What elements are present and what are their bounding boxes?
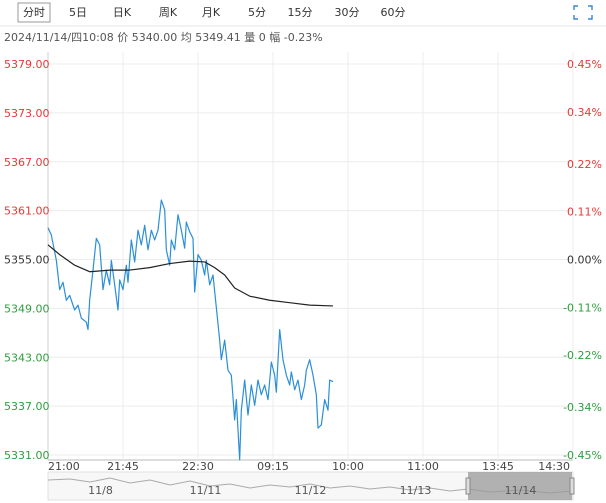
y2-tick-label: -0.11% bbox=[563, 301, 602, 314]
y-tick-label: 5361.00 bbox=[4, 205, 50, 218]
x-tick-label: 11:00 bbox=[407, 460, 439, 473]
labels: 5379.00 5373.00 5367.00 5361.00 5355.00 5349.… bbox=[4, 58, 602, 473]
navigator-date: 11/14 bbox=[505, 484, 537, 497]
y-tick-label: 5331.00 bbox=[4, 449, 50, 462]
x-tick-label: 21:45 bbox=[107, 460, 139, 473]
tab[interactable]: 分时 bbox=[23, 6, 45, 19]
navigator-handle[interactable] bbox=[465, 477, 471, 495]
y2-tick-label: -0.45% bbox=[563, 449, 602, 462]
y-tick-label: 5367.00 bbox=[4, 156, 50, 169]
y-tick-label: 5343.00 bbox=[4, 351, 50, 364]
navigator-date: 11/8 bbox=[88, 484, 113, 497]
y-tick-label: 5337.00 bbox=[4, 400, 50, 413]
y2-tick-label: -0.22% bbox=[563, 349, 602, 362]
y2-tick-label: 0.34% bbox=[567, 106, 602, 119]
x-tick-label: 09:15 bbox=[257, 460, 289, 473]
navigator-labels: 11/8 11/11 11/12 11/13 11/14 bbox=[88, 484, 536, 497]
y-tick-label: 5355.00 bbox=[4, 254, 50, 267]
navigator-handle[interactable] bbox=[569, 477, 575, 495]
y-tick-label: 5373.00 bbox=[4, 107, 50, 120]
lines bbox=[47, 199, 334, 461]
tab-bar: 分时 5日 日K 周K 月K 5分 15分 30分 60分 bbox=[17, 2, 406, 23]
x-tick-label: 21:00 bbox=[48, 460, 80, 473]
x-tick-label: 14:30 bbox=[538, 460, 570, 473]
tab[interactable]: 5日 bbox=[69, 6, 87, 19]
x-tick-label: 13:45 bbox=[482, 460, 514, 473]
series-line bbox=[47, 199, 334, 461]
navigator-sparkline bbox=[47, 477, 573, 494]
y2-tick-label: 0.11% bbox=[567, 206, 602, 219]
y2-tick-label: 0.22% bbox=[567, 158, 602, 171]
tab[interactable]: 月K bbox=[202, 6, 221, 19]
y2-tick-label: 0.00% bbox=[567, 254, 602, 267]
x-tick-label: 22:30 bbox=[182, 460, 214, 473]
tab[interactable]: 日K bbox=[113, 6, 132, 19]
y2-tick-label: 0.45% bbox=[567, 58, 602, 71]
tab[interactable]: 5分 bbox=[248, 6, 266, 19]
y-tick-label: 5379.00 bbox=[4, 58, 50, 71]
navigator-selection[interactable] bbox=[468, 472, 572, 500]
navigator-date: 11/13 bbox=[400, 484, 432, 497]
info-line: 2024/11/14/四10:08 价 5340.00 均 5349.41 量 … bbox=[4, 31, 323, 44]
tab[interactable]: 周K bbox=[159, 6, 178, 19]
navigator-date: 11/12 bbox=[295, 484, 327, 497]
grid bbox=[48, 52, 574, 460]
y2-tick-label: -0.34% bbox=[563, 401, 602, 414]
y-tick-label: 5349.00 bbox=[4, 302, 50, 315]
x-tick-label: 10:00 bbox=[332, 460, 364, 473]
tab[interactable]: 15分 bbox=[288, 6, 313, 19]
fullscreen-icon[interactable] bbox=[573, 5, 593, 20]
series-line bbox=[47, 244, 334, 307]
navigator-date: 11/11 bbox=[190, 484, 222, 497]
tab[interactable]: 30分 bbox=[335, 6, 360, 19]
tab[interactable]: 60分 bbox=[381, 6, 406, 19]
tab-selected-box[interactable] bbox=[17, 2, 51, 23]
